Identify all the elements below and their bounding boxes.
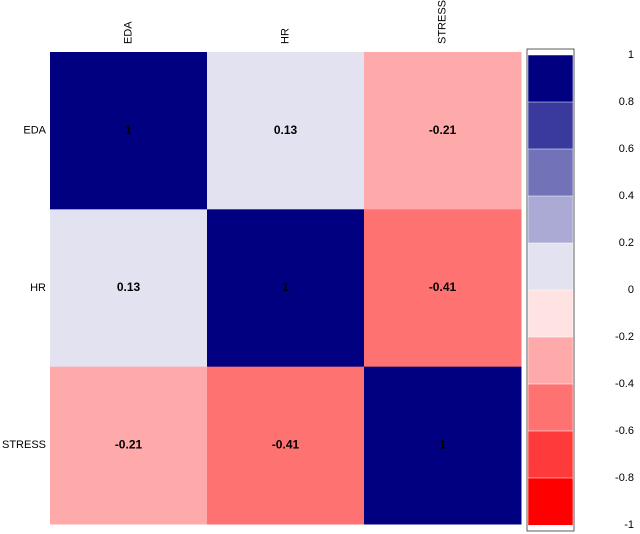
cell-label: -0.41 xyxy=(272,438,300,452)
colorbar-tick-label: -0.6 xyxy=(615,425,634,437)
heatmap-cell xyxy=(207,366,365,525)
colorbar-tick-label: 0.8 xyxy=(619,96,634,108)
colorbar-tick-label: 0.4 xyxy=(619,190,634,202)
heatmap-cell xyxy=(207,209,365,368)
colorbar-segment xyxy=(527,336,574,385)
colorbar-segment xyxy=(527,101,574,150)
heatmap-cell xyxy=(50,209,208,368)
x-tick-label: EDA xyxy=(122,21,134,44)
x-tick-label: HR xyxy=(279,28,291,44)
colorbar-segment xyxy=(527,383,574,432)
heatmap-cell xyxy=(207,52,365,210)
colorbar-segment xyxy=(527,477,574,526)
cell-label: 1 xyxy=(439,438,446,452)
colorbar-tick-label: 0.2 xyxy=(619,237,634,249)
colorbar-segment xyxy=(527,54,574,103)
colorbar-tick-label: -0.4 xyxy=(615,378,634,390)
colorbar-tick-label: 0 xyxy=(628,284,634,296)
colorbar-segment xyxy=(527,148,574,197)
cell-label: 0.13 xyxy=(274,123,298,137)
colorbar-tick-label: 0.6 xyxy=(619,143,634,155)
colorbar-tick-label: -1 xyxy=(624,519,634,531)
colorbar-tick-label: -0.8 xyxy=(615,472,634,484)
x-tick-label: STRESS xyxy=(436,0,448,44)
colorbar-segment xyxy=(527,195,574,244)
cell-label: 0.13 xyxy=(117,280,141,294)
cell-label: -0.41 xyxy=(429,280,457,294)
heatmap-cell xyxy=(364,52,522,210)
y-tick-label: HR xyxy=(30,282,46,294)
cell-label: 1 xyxy=(125,123,132,137)
y-tick-label: STRESS xyxy=(2,439,46,451)
cell-label: -0.21 xyxy=(429,123,457,137)
colorbar-tick-label: 1 xyxy=(628,49,634,61)
cell-label: 1 xyxy=(282,280,289,294)
heatmap-cell xyxy=(50,366,208,525)
heatmap-cell xyxy=(364,366,522,525)
colorbar-segment xyxy=(527,242,574,291)
heatmap-cell xyxy=(364,209,522,368)
colorbar-frame xyxy=(526,48,575,532)
colorbar-segment xyxy=(527,430,574,479)
colorbar-segment xyxy=(527,289,574,338)
heatmap-cell xyxy=(50,52,208,210)
y-tick-label: EDA xyxy=(23,125,46,137)
colorbar-tick-label: -0.2 xyxy=(615,331,634,343)
cell-label: -0.21 xyxy=(115,438,143,452)
